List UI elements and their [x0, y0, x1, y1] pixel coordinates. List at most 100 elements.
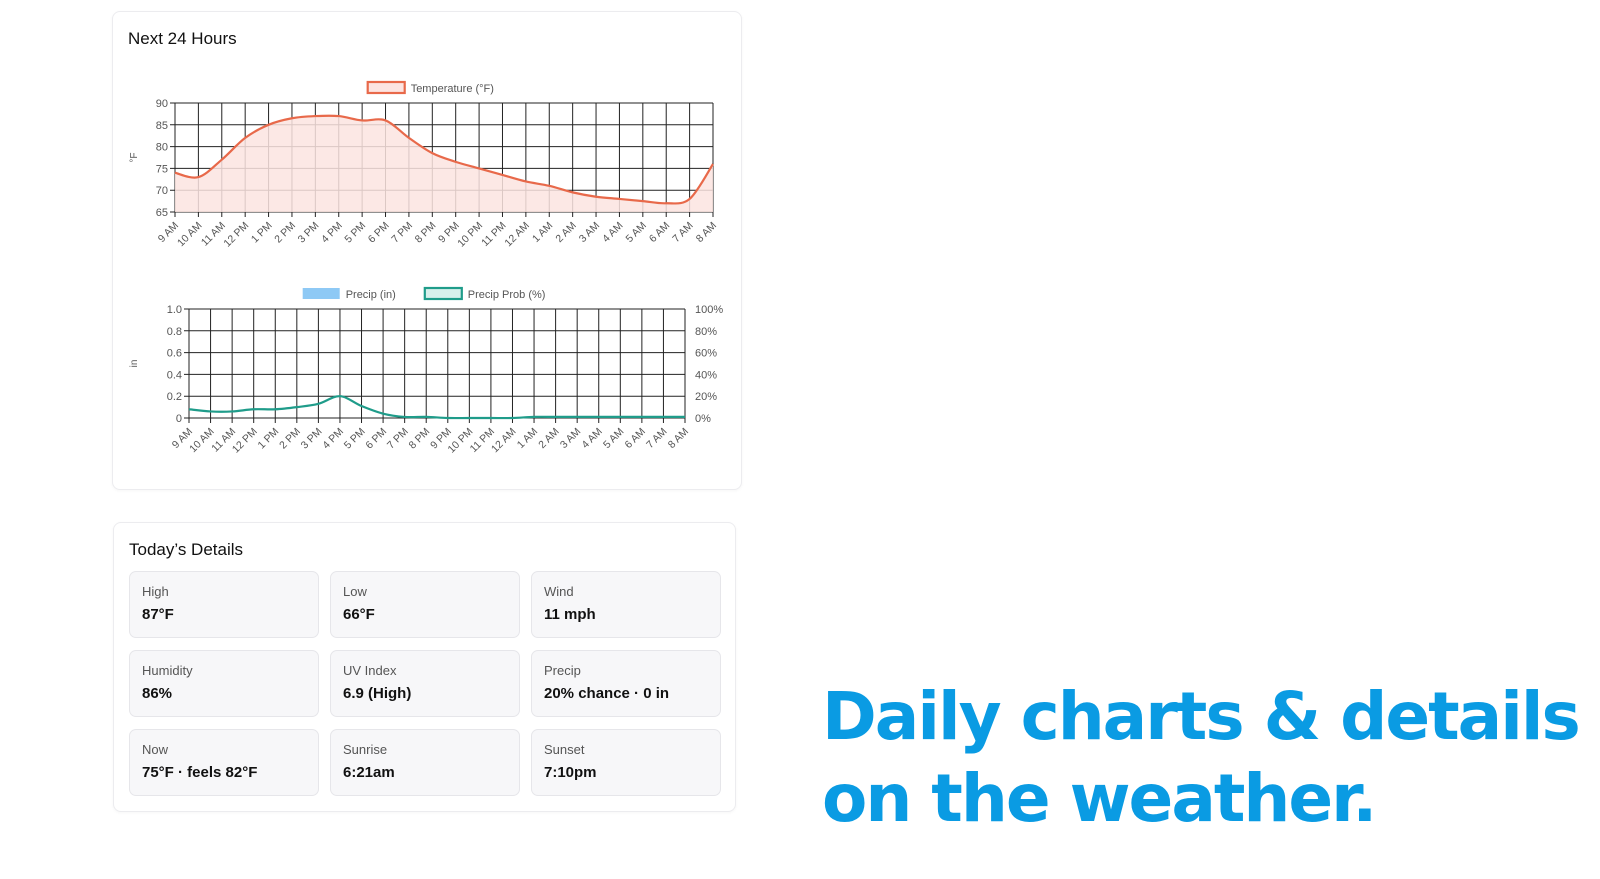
promo-line-1: Daily charts & details [822, 678, 1581, 755]
detail-value: 7:10pm [544, 764, 597, 781]
x-tick-label: 7 PM [389, 220, 415, 246]
x-tick-label: 12 AM [502, 220, 532, 250]
precipitation-chart: 0 0%0.2 20%0.4 40%0.6 60%0.8 80%1.0 100%in9 AM… [129, 286, 723, 456]
x-tick-label: 4 AM [579, 426, 604, 451]
y-tick-label: 80 [156, 142, 168, 154]
y-axis-label: in [129, 360, 140, 368]
x-tick-label: 11 PM [479, 220, 508, 249]
x-tick-label: 4 PM [320, 426, 346, 452]
y2-tick-label: 40% [695, 369, 717, 381]
series-line [188, 395, 685, 420]
x-tick-label: 1 AM [530, 220, 555, 245]
y-tick-label: 0.2 [167, 391, 182, 403]
detail-tile-high: High 87°F [129, 571, 319, 638]
x-tick-label: 6 AM [623, 426, 648, 451]
x-tick-label: 2 PM [277, 426, 303, 452]
todays-details-card: Today’s Details High 87°F Low 66°F Wind … [113, 522, 736, 812]
detail-tile-precip: Precip 20% chance · 0 in [531, 650, 721, 717]
y-tick-label: 1.0 [167, 304, 182, 316]
x-tick-label: 8 AM [694, 220, 719, 245]
x-tick-label: 7 PM [385, 426, 411, 452]
detail-label: UV Index [343, 663, 397, 678]
series-line [174, 114, 714, 205]
x-tick-label: 1 AM [515, 426, 540, 451]
detail-label: Wind [544, 584, 574, 599]
legend-swatch [366, 80, 406, 95]
detail-label: Now [142, 742, 169, 757]
y2-tick-label: 100% [695, 304, 723, 316]
y-tick-label: 0.8 [167, 326, 182, 338]
x-tick-label: 3 AM [577, 220, 602, 245]
x-tick-label: 2 PM [272, 220, 298, 246]
legend-swatch [302, 288, 340, 299]
x-tick-label: 3 AM [558, 426, 583, 451]
legend-label: Temperature (°F) [411, 83, 494, 95]
x-tick-label: 12 PM [221, 220, 251, 250]
details-card-title: Today’s Details [129, 540, 244, 559]
detail-tile-sunrise: Sunrise 6:21am [330, 729, 520, 796]
y-tick-label: 75 [156, 163, 168, 175]
y-tick-label: 85 [156, 120, 168, 132]
y2-tick-label: 20% [695, 391, 717, 403]
y2-tick-label: 80% [695, 326, 717, 338]
detail-value: 87°F [142, 606, 174, 623]
x-tick-label: 6 PM [363, 426, 389, 452]
y-tick-label: 0.6 [167, 348, 182, 360]
y2-tick-label: 60% [695, 348, 717, 360]
x-tick-label: 1 PM [249, 220, 275, 246]
detail-value: 75°F · feels 82°F [142, 764, 258, 781]
detail-tile-sunset: Sunset 7:10pm [531, 729, 721, 796]
x-tick-label: 2 AM [553, 220, 578, 245]
detail-label: Humidity [142, 663, 193, 678]
detail-label: Precip [544, 663, 581, 678]
hourly-card-title: Next 24 Hours [128, 29, 237, 48]
hourly-forecast-card: Next 24 Hours 65 70 75 80 85 90 °F 9 AM 10 AM 11 … [112, 11, 742, 490]
x-tick-label: 10 AM [187, 426, 217, 456]
detail-tile-low: Low 66°F [330, 571, 520, 638]
detail-label: Sunrise [343, 742, 388, 757]
x-tick-label: 5 AM [601, 426, 626, 451]
x-tick-label: 7 AM [644, 426, 669, 451]
promo-headline: Daily charts & details on the weather. [822, 676, 1592, 840]
legend-label: Precip (in) [346, 289, 396, 301]
x-tick-label: 7 AM [670, 220, 695, 245]
detail-tile-uv-index: UV Index 6.9 (High) [330, 650, 520, 717]
x-tick-label: 3 PM [296, 220, 322, 246]
detail-value: 66°F [343, 606, 375, 623]
y-tick-label: 65 [156, 207, 168, 219]
x-tick-label: 6 PM [366, 220, 392, 246]
x-tick-label: 8 PM [407, 426, 433, 452]
detail-tile-humidity: Humidity 86% [129, 650, 319, 717]
x-tick-label: 5 PM [342, 220, 368, 246]
x-tick-label: 8 PM [413, 220, 439, 246]
x-tick-label: 6 AM [647, 220, 672, 245]
y-axis-label: °F [129, 152, 140, 162]
detail-value: 86% [142, 685, 173, 702]
x-tick-label: 5 PM [342, 426, 368, 452]
x-tick-label: 5 AM [624, 220, 649, 245]
promo-line-2: on the weather. [822, 760, 1377, 837]
x-tick-label: 10 AM [175, 220, 205, 250]
x-tick-label: 1 PM [256, 426, 282, 452]
y-tick-label: 0 [176, 413, 182, 425]
legend-swatch [423, 286, 463, 301]
x-tick-label: 3 PM [299, 426, 325, 452]
detail-tile-now: Now 75°F · feels 82°F [129, 729, 319, 796]
detail-value: 11 mph [544, 606, 596, 623]
x-tick-label: 4 PM [319, 220, 345, 246]
y2-tick-label: 0% [695, 413, 711, 425]
x-tick-label: 4 AM [600, 220, 625, 245]
x-tick-label: 12 PM [230, 426, 260, 456]
x-tick-label: 8 AM [666, 426, 691, 451]
y-tick-label: 70 [156, 185, 168, 197]
legend-label: Precip Prob (%) [468, 289, 546, 301]
detail-label: High [142, 584, 169, 599]
details-grid: High 87°F Low 66°F Wind 11 mph Humidity … [129, 571, 721, 796]
x-tick-label: 2 AM [536, 426, 561, 451]
detail-label: Low [343, 584, 367, 599]
detail-value: 6:21am [343, 764, 395, 781]
y-tick-label: 0.4 [167, 369, 182, 381]
y-tick-label: 90 [156, 98, 168, 110]
detail-label: Sunset [544, 742, 585, 757]
